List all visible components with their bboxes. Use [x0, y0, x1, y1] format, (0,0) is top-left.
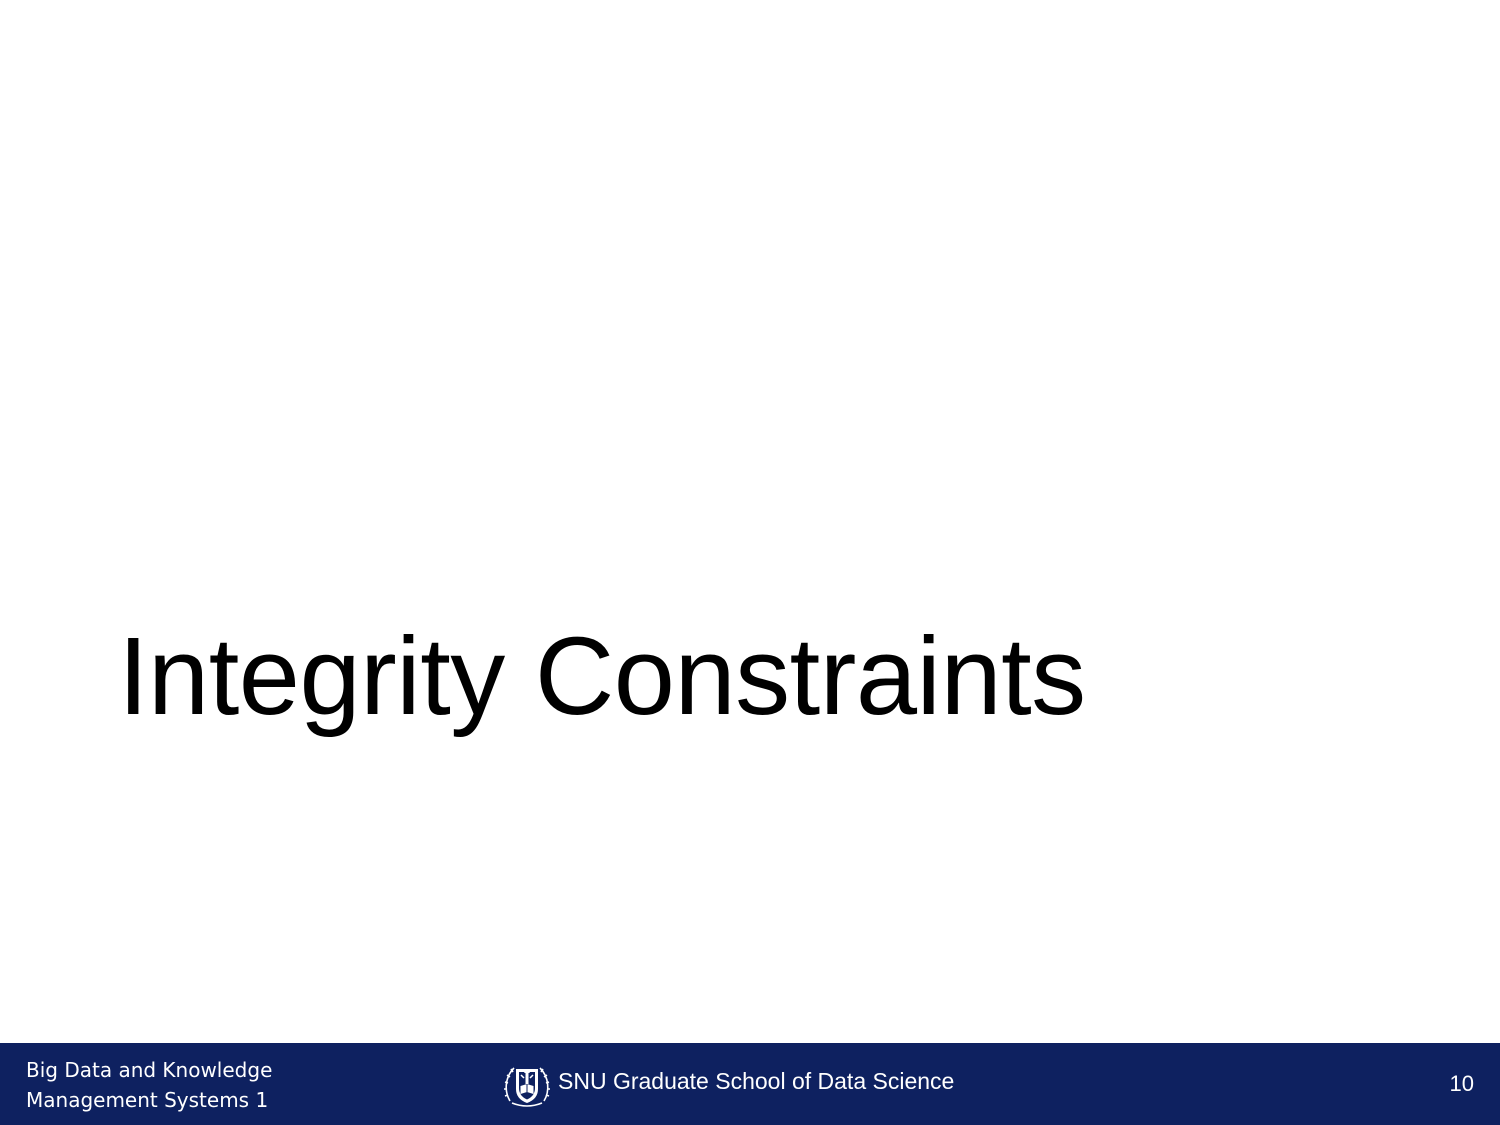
- school-name: SNU Graduate School of Data Science: [558, 1067, 955, 1094]
- page-number: 10: [1449, 1071, 1474, 1096]
- footer-bar: Big Data and Knowledge Management System…: [0, 1043, 1500, 1125]
- school-block: SNU Graduate School of Data Science: [502, 1061, 954, 1109]
- section-title: Integrity Constraints: [118, 615, 1086, 738]
- course-name-line2: Management Systems 1: [26, 1088, 269, 1112]
- snu-emblem-icon: [504, 1067, 550, 1107]
- course-name-line1: Big Data and Knowledge: [26, 1058, 273, 1082]
- course-name: Big Data and Knowledge Management System…: [26, 1055, 272, 1115]
